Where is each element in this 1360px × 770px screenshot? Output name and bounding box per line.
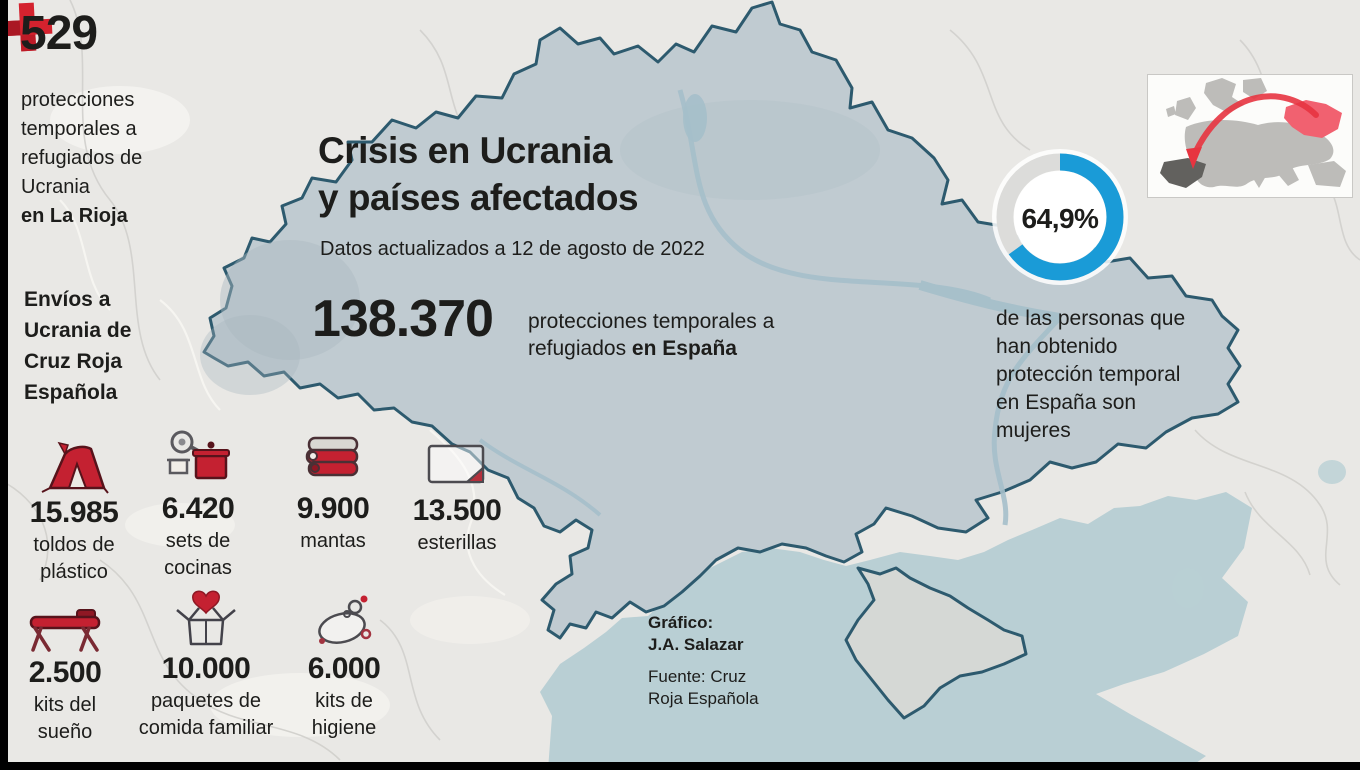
shipment-value: 13.500 [412,494,502,527]
shipment-value: 2.500 [28,656,102,689]
shipment-value: 9.900 [296,492,370,525]
subtitle-updated-date: Datos actualizados a 12 de agosto de 202… [320,238,705,260]
spain-stat-value: 138.370 [312,290,494,348]
shipment-item-cocinas: 6.420 sets de cocinas [140,428,256,582]
minimap-ukraine [1284,100,1342,138]
shipment-value: 6.000 [307,652,381,685]
shipment-value: 10.000 [161,652,251,685]
donut-chart-svg [992,149,1128,285]
shipment-item-esterillas: 13.500 esterillas [398,430,516,557]
donut-value-arc [996,153,1124,281]
bed-icon [10,592,120,654]
shipment-label: mantas [300,530,366,552]
left-frame-bar [0,0,8,770]
shipment-item-toldos: 15.985 toldos de plástico [12,432,136,586]
mat-icon [398,430,516,492]
rioja-stat-text: protecciones temporales a refugiados de … [21,89,143,198]
rioja-stat-region: en La Rioja [21,205,128,227]
credits: Gráfico: J.A. Salazar Fuente: Cruz Roja … [648,612,768,710]
donut-caption: de las personas que han obtenido protecc… [996,307,1186,442]
credits-author: J.A. Salazar [648,635,744,654]
shipment-label: paquetes de comida familiar [138,690,274,739]
blankets-icon [275,428,391,490]
shipment-label: kits del sueño [33,694,97,743]
shipment-label: toldos de plástico [33,534,115,583]
shipment-item-comida: 10.000 paquetes de comida familiar [118,588,294,742]
hygiene-icon [284,588,404,650]
inset-route-map [1147,74,1353,198]
spain-stat-bold: en España [631,337,737,360]
shipment-label: kits de higiene [311,690,377,739]
title-line1: Crisis en Ucrania [318,130,612,171]
spain-stat-text: protecciones temporales a refugiados [528,310,775,360]
shipment-item-sueno: 2.500 kits del sueño [10,592,120,746]
shipment-item-mantas: 9.900 mantas [275,428,391,555]
title-line2: y países afectados [318,177,639,218]
route-arrow [1193,93,1319,154]
credits-source: Fuente: Cruz Roja Española [648,667,759,708]
donut-chart [992,149,1128,285]
shipments-heading: Envíos a Ucrania de Cruz Roja Española [24,288,132,404]
shipment-value: 6.420 [161,492,235,525]
tent-icon [12,432,136,494]
rioja-stat-description: protecciones temporales a refugiados de … [21,86,173,231]
shipment-label: sets de cocinas [164,530,232,579]
dnipro-river [478,89,1062,526]
food-box-icon [118,588,294,650]
cookware-icon [140,428,256,490]
spain-stat-description: protecciones temporales a refugiados en … [528,308,808,362]
page-title: Crisis en Ucrania y países afectados [318,127,639,221]
credits-graphic-label: Gráfico: [648,613,714,632]
donut-hole [1014,171,1106,263]
crimea-peninsula [844,566,1028,720]
donut-center-label: 64,9% [1021,203,1099,234]
ukraine-shape [202,0,1242,640]
minimap-spain [1160,158,1206,188]
shipment-label: esterillas [417,532,497,554]
bottom-frame-bar [0,762,1360,770]
europe-route-map-icon [1160,78,1346,188]
route-arrowhead [1186,147,1202,169]
rioja-stat-value: 529 [20,7,98,60]
shipment-value: 15.985 [29,496,119,529]
shipment-item-higiene: 6.000 kits de higiene [284,588,404,742]
